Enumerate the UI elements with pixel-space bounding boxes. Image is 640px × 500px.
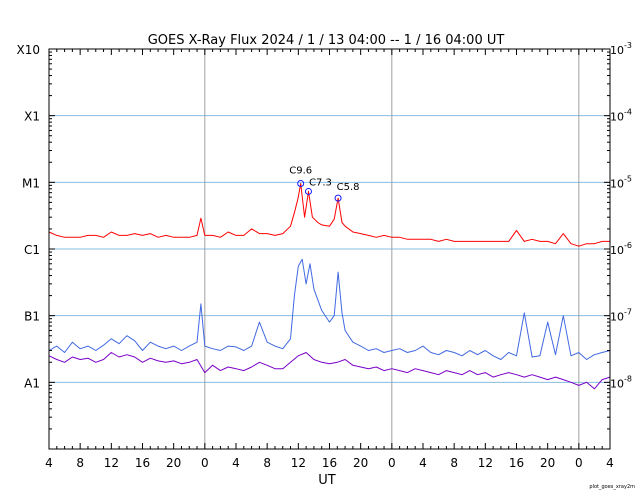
x-tick-label: 4 [232,456,240,470]
day-boundary-lines [204,49,580,449]
right-axis-labels: 10-3 10-4 10-5 10-6 10-7 10-8 [610,41,632,390]
flare-label: C5.8 [337,182,360,193]
x-tick-label: 0 [388,456,396,470]
left-axis-label: X10 [17,43,41,57]
x-tick-label: 12 [478,456,493,470]
right-axis-label: 10-7 [610,308,632,324]
x-tick-label: 8 [76,456,84,470]
gridlines [49,115,610,383]
left-axis-label: B1 [24,310,40,324]
x-tick-label: 12 [291,456,306,470]
x-tick-label: 4 [606,456,614,470]
flare-label: C9.6 [289,166,312,177]
flux-series-line [48,258,611,360]
left-axis-label: M1 [22,176,40,190]
axis-ticks [48,48,611,449]
flare-marker [334,194,342,202]
x-tick-label: 16 [322,456,337,470]
flare-label: C7.3 [309,177,332,188]
right-axis-label: 10-3 [610,41,632,57]
x-tick-label: 8 [263,456,271,470]
flare-annotations: C9.6C7.3 C5.8 [289,166,360,202]
series-layer [48,183,611,390]
x-tick-label: 20 [353,456,368,470]
flare-marker [297,180,305,188]
right-axis-label: 10-4 [610,108,632,124]
x-tick-label: 8 [450,456,458,470]
flux-series-line [48,352,611,390]
x-tick-label: 16 [135,456,150,470]
footer-label: plot_goes_xray2m [589,484,635,490]
x-axis-label: UT [318,473,336,488]
left-axis-label: X1 [24,110,40,124]
x-tick-label: 4 [419,456,427,470]
x-tick-label: 20 [540,456,555,470]
chart-title: GOES X-Ray Flux 2024 / 1 / 13 04:00 -- 1… [148,33,505,48]
right-axis-label: 10-6 [610,241,632,257]
right-axis-label: 10-5 [610,174,632,190]
x-tick-label: 4 [45,456,53,470]
flare-marker [304,187,312,195]
x-tick-label: 0 [575,456,583,470]
right-axis-label: 10-8 [610,374,632,390]
x-tick-label: 12 [104,456,119,470]
x-tick-label: 16 [509,456,524,470]
left-axis-label: C1 [24,243,40,257]
x-tick-label: 20 [166,456,181,470]
flux-series-line [48,183,610,247]
x-tick-label: 0 [201,456,209,470]
x-axis-tick-labels: 4 8 12 16 20 0 4 8 12 16 20 0 4 8 12 16 20 0 4 [45,456,614,470]
left-axis-label: A1 [24,376,40,390]
left-axis-labels: X10 X1 M1 C1 B1 A1 [17,43,41,390]
